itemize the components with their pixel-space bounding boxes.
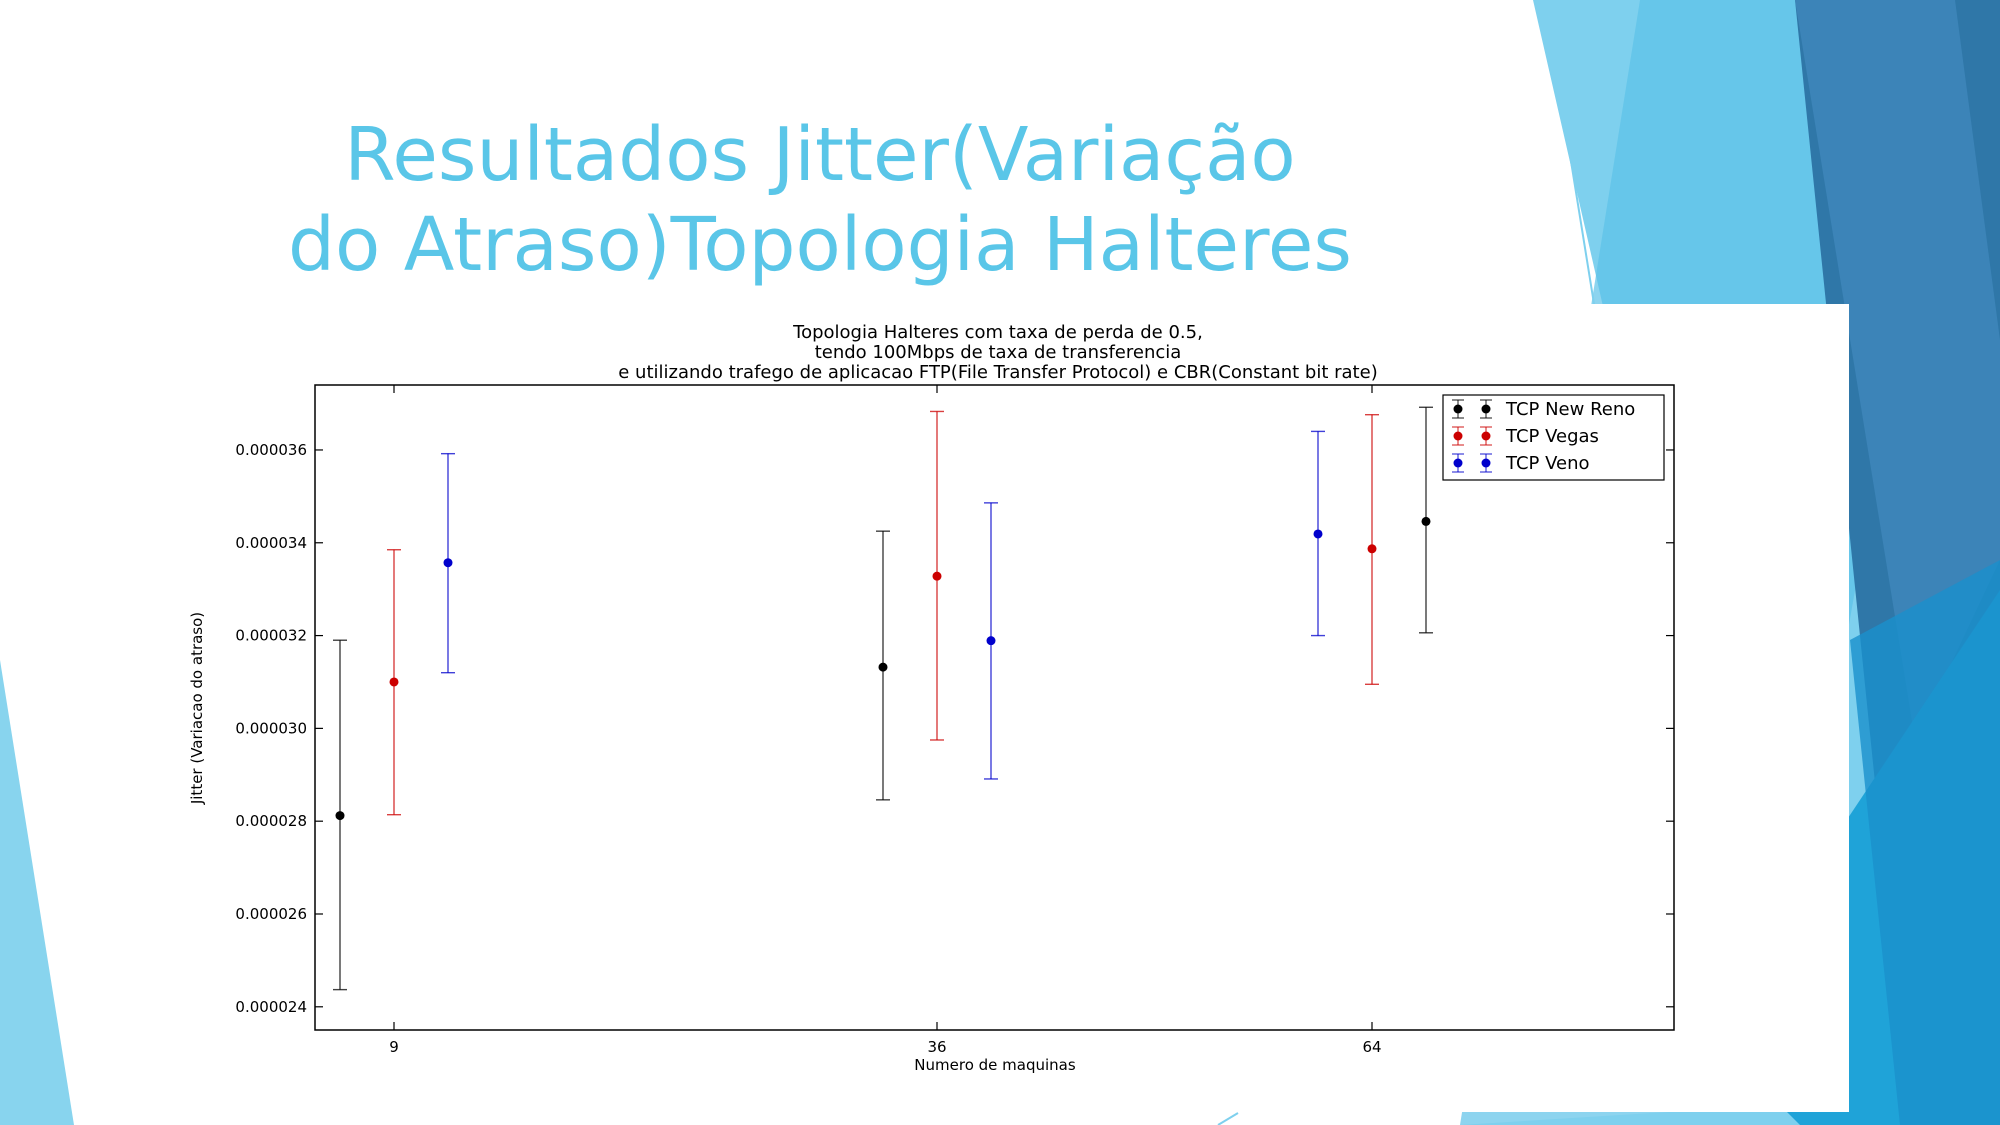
- legend-marker: [1481, 458, 1491, 468]
- chart-title-line-3: e utilizando trafego de aplicacao FTP(Fi…: [618, 362, 1377, 383]
- data-point: [389, 677, 399, 687]
- chart-title: Topologia Halteres com taxa de perda de …: [618, 322, 1377, 383]
- x-tick-label: 36: [927, 1038, 946, 1056]
- series-tcp-veno: [441, 430, 1325, 780]
- legend-entry-tcp-new-reno: TCP New Reno: [1452, 399, 1635, 420]
- legend-label: TCP New Reno: [1505, 399, 1635, 420]
- decor-left-triangle: [0, 660, 74, 1125]
- x-tick-label: 64: [1362, 1038, 1381, 1056]
- plot-frame: [314, 384, 1675, 1031]
- x-axis: 9 36 64: [389, 385, 1382, 1056]
- slide-title-line-1: Resultados Jitter(Variação: [344, 112, 1296, 198]
- x-tick-label: 9: [389, 1038, 399, 1056]
- legend-marker: [1453, 458, 1463, 468]
- series-layer: [333, 406, 1433, 991]
- data-point: [1421, 516, 1431, 526]
- y-tick-label: 0.000024: [235, 998, 307, 1016]
- decor-bottom-line: [1217, 1112, 1239, 1125]
- y-axis: 0.000024 0.000026 0.000028 0.000030 0.000032…: [235, 441, 1674, 1016]
- legend-marker: [1453, 404, 1463, 414]
- legend-marker: [1481, 431, 1491, 441]
- y-tick-label: 0.000026: [235, 905, 307, 923]
- chart-title-line-2: tendo 100Mbps de taxa de transferencia: [815, 342, 1182, 363]
- legend-marker: [1453, 431, 1463, 441]
- y-tick-label: 0.000034: [235, 534, 307, 552]
- x-axis-label: Numero de maquinas: [914, 1056, 1076, 1074]
- y-tick-label: 0.000030: [235, 719, 307, 737]
- y-axis-label: Jitter (Variacao do atraso): [188, 612, 206, 805]
- legend-label: TCP Vegas: [1505, 426, 1599, 447]
- chart-panel: Topologia Halteres com taxa de perda de …: [160, 304, 1849, 1112]
- legend-box: [1442, 394, 1665, 481]
- data-point: [932, 571, 942, 581]
- series-tcp-vegas: [387, 410, 1379, 816]
- data-point: [1367, 544, 1377, 554]
- slide-title: Resultados Jitter(Variação do Atraso)Top…: [260, 110, 1380, 290]
- y-tick-label: 0.000028: [235, 812, 307, 830]
- data-point: [878, 662, 888, 672]
- decor-triangle-steel: [1795, 0, 2000, 740]
- series-tcp-new-reno: [333, 406, 1433, 991]
- legend-entry-tcp-vegas: TCP Vegas: [1452, 426, 1599, 447]
- slide-title-line-2: do Atraso)Topologia Halteres: [288, 202, 1352, 288]
- legend-marker: [1481, 404, 1491, 414]
- legend-label: TCP Veno: [1505, 453, 1590, 474]
- data-point: [443, 558, 453, 568]
- legend: TCP New Reno TCP Vegas TCP Veno: [1442, 394, 1665, 481]
- data-point: [335, 811, 345, 821]
- y-tick-label: 0.000032: [235, 627, 307, 645]
- legend-entry-tcp-veno: TCP Veno: [1452, 453, 1590, 474]
- y-tick-label: 0.000036: [235, 441, 307, 459]
- data-point: [1313, 529, 1323, 539]
- data-point: [986, 636, 996, 646]
- jitter-errorbar-chart: Topologia Halteres com taxa de perda de …: [188, 322, 1675, 1074]
- decor-triangle-deep: [1850, 560, 2000, 1125]
- decor-thin-line: [1544, 0, 1596, 311]
- chart-title-line-1: Topologia Halteres com taxa de perda de …: [792, 322, 1203, 343]
